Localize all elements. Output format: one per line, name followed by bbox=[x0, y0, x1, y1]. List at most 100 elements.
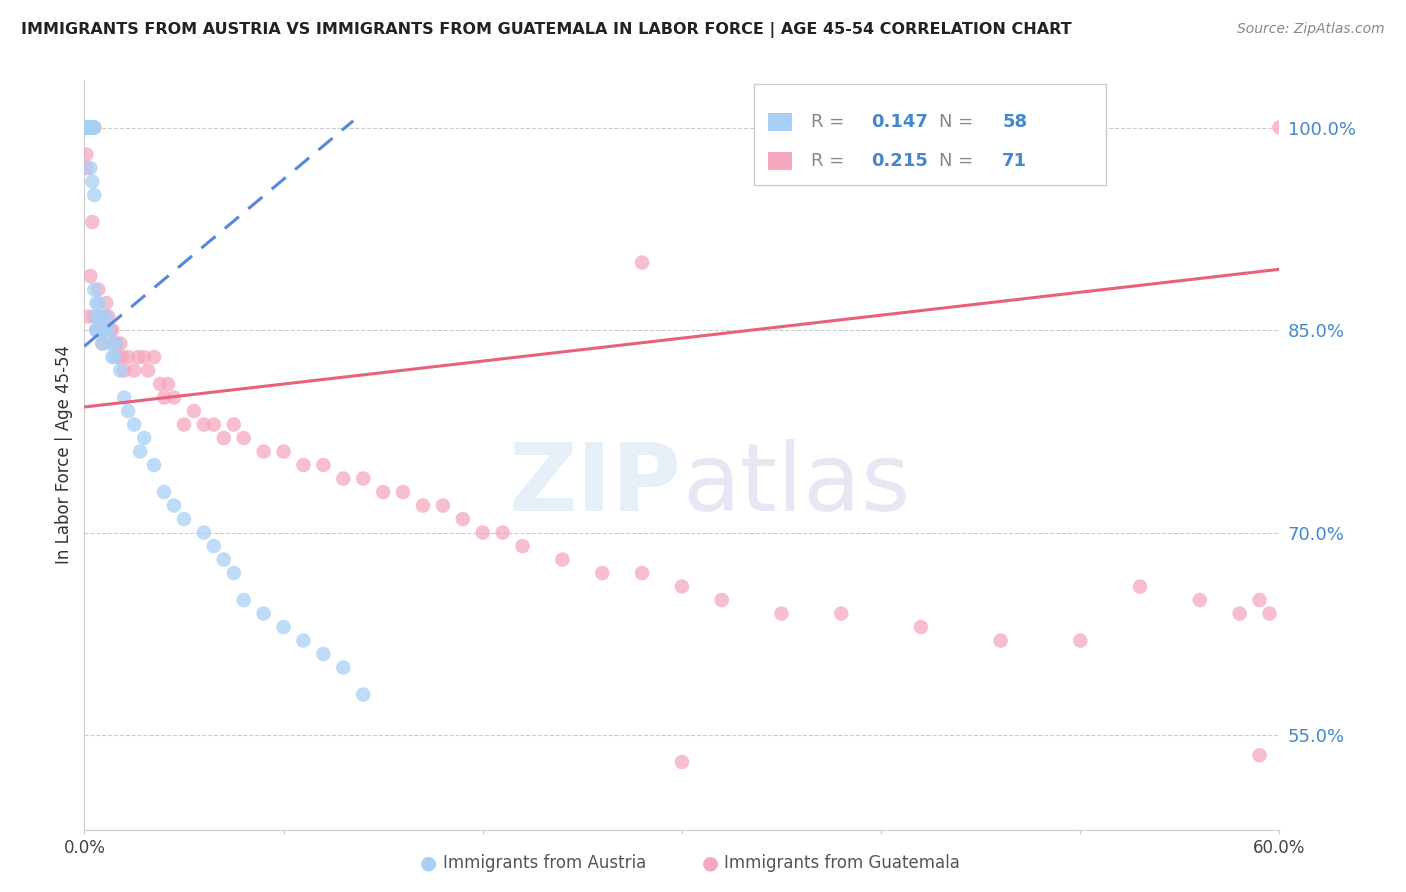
Text: 71: 71 bbox=[1002, 153, 1028, 170]
Point bbox=[93, 323, 115, 337]
Point bbox=[111, 350, 134, 364]
Point bbox=[770, 607, 793, 621]
Point bbox=[222, 417, 245, 432]
Point bbox=[107, 350, 129, 364]
Text: ●: ● bbox=[702, 854, 718, 872]
Point bbox=[163, 499, 186, 513]
Point bbox=[412, 499, 434, 513]
Point bbox=[110, 363, 132, 377]
Point bbox=[75, 120, 97, 135]
Point bbox=[83, 188, 105, 202]
Point bbox=[232, 593, 254, 607]
Point bbox=[110, 336, 132, 351]
Point bbox=[232, 431, 254, 445]
Point bbox=[86, 323, 108, 337]
Point bbox=[83, 310, 105, 324]
Point bbox=[91, 336, 114, 351]
Point bbox=[352, 688, 374, 702]
Point bbox=[77, 120, 100, 135]
Point bbox=[122, 417, 145, 432]
Point bbox=[591, 566, 613, 580]
Point bbox=[183, 404, 205, 418]
Point bbox=[91, 336, 114, 351]
Point bbox=[143, 458, 166, 472]
Point bbox=[129, 444, 152, 458]
Point bbox=[471, 525, 494, 540]
Point bbox=[202, 417, 225, 432]
Point bbox=[312, 458, 335, 472]
Point bbox=[89, 310, 111, 324]
Point bbox=[1249, 748, 1271, 763]
Point bbox=[79, 161, 101, 175]
Point bbox=[101, 323, 124, 337]
Point bbox=[1188, 593, 1211, 607]
Point bbox=[93, 323, 115, 337]
Point bbox=[193, 417, 215, 432]
Point bbox=[86, 323, 108, 337]
Point bbox=[153, 391, 176, 405]
Text: Immigrants from Austria: Immigrants from Austria bbox=[443, 855, 647, 872]
Point bbox=[292, 633, 315, 648]
Point bbox=[312, 647, 335, 661]
Point bbox=[143, 350, 166, 364]
Point bbox=[222, 566, 245, 580]
Point bbox=[212, 552, 235, 566]
Point bbox=[87, 283, 110, 297]
Y-axis label: In Labor Force | Age 45-54: In Labor Force | Age 45-54 bbox=[55, 345, 73, 565]
Point bbox=[82, 120, 104, 135]
Point bbox=[149, 377, 172, 392]
Point bbox=[86, 310, 108, 324]
Point bbox=[551, 552, 574, 566]
Point bbox=[105, 336, 128, 351]
Point bbox=[253, 444, 276, 458]
Point bbox=[89, 310, 111, 324]
Text: N =: N = bbox=[939, 153, 979, 170]
Point bbox=[332, 471, 354, 485]
Point bbox=[83, 120, 105, 135]
Point bbox=[89, 323, 111, 337]
Text: ZIP: ZIP bbox=[509, 439, 682, 531]
Point bbox=[93, 323, 115, 337]
Point bbox=[86, 296, 108, 310]
Point bbox=[87, 296, 110, 310]
Text: IMMIGRANTS FROM AUSTRIA VS IMMIGRANTS FROM GUATEMALA IN LABOR FORCE | AGE 45-54 : IMMIGRANTS FROM AUSTRIA VS IMMIGRANTS FR… bbox=[21, 22, 1071, 38]
Point bbox=[163, 391, 186, 405]
Text: 58: 58 bbox=[1002, 113, 1028, 131]
Point bbox=[1249, 593, 1271, 607]
Text: R =: R = bbox=[811, 113, 851, 131]
Text: 0.215: 0.215 bbox=[870, 153, 928, 170]
Point bbox=[79, 268, 101, 283]
Point bbox=[75, 147, 97, 161]
Point bbox=[97, 310, 120, 324]
Point bbox=[253, 607, 276, 621]
Point bbox=[101, 350, 124, 364]
Point bbox=[173, 512, 195, 526]
Point bbox=[202, 539, 225, 553]
Text: ●: ● bbox=[420, 854, 437, 872]
Point bbox=[830, 607, 852, 621]
Point bbox=[1129, 580, 1152, 594]
Point bbox=[127, 350, 149, 364]
Point bbox=[103, 350, 125, 364]
Point bbox=[1268, 120, 1291, 135]
Point bbox=[671, 755, 693, 769]
Point bbox=[79, 120, 101, 135]
Point bbox=[77, 120, 100, 135]
Point bbox=[292, 458, 315, 472]
Point bbox=[1258, 607, 1281, 621]
Point bbox=[77, 120, 100, 135]
Point bbox=[96, 310, 118, 324]
Point bbox=[82, 215, 104, 229]
Point bbox=[77, 310, 100, 324]
Point bbox=[157, 377, 180, 392]
Point bbox=[132, 350, 156, 364]
Point bbox=[432, 499, 454, 513]
Point bbox=[352, 471, 374, 485]
Text: N =: N = bbox=[939, 113, 979, 131]
Point bbox=[153, 485, 176, 500]
Point bbox=[91, 323, 114, 337]
Point bbox=[117, 404, 139, 418]
Point bbox=[82, 120, 104, 135]
Point bbox=[193, 525, 215, 540]
Point bbox=[212, 431, 235, 445]
